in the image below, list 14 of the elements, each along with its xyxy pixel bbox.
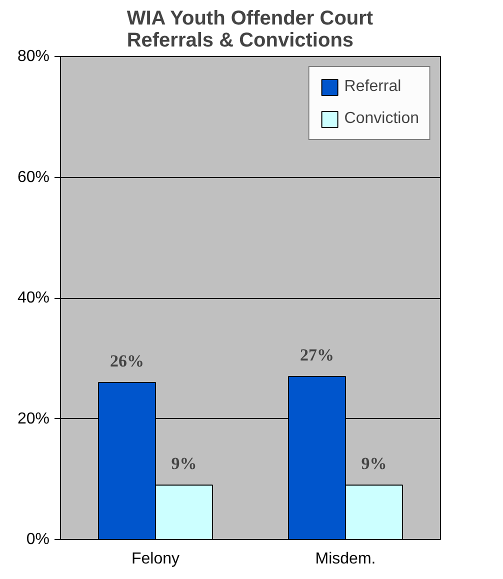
x-tick-label: Misdem. bbox=[315, 550, 376, 568]
data-label: 26% bbox=[110, 352, 144, 371]
x-tick-label: Felony bbox=[131, 550, 180, 568]
legend-label: Referral bbox=[344, 78, 402, 96]
y-tick-label: 40% bbox=[17, 290, 50, 306]
data-label: 9% bbox=[171, 454, 197, 474]
data-label: 9% bbox=[361, 454, 387, 474]
y-tick-label: 0% bbox=[26, 531, 50, 548]
y-tick-label: 20% bbox=[17, 410, 50, 428]
data-label: 27% bbox=[300, 345, 334, 364]
chart-title: WIA Youth Offender Court Referrals & Convictions bbox=[126, 8, 374, 52]
legend-label: Conviction bbox=[344, 110, 419, 128]
y-tick-label: 80% bbox=[17, 48, 50, 65]
y-tick-label: 60% bbox=[17, 168, 50, 186]
